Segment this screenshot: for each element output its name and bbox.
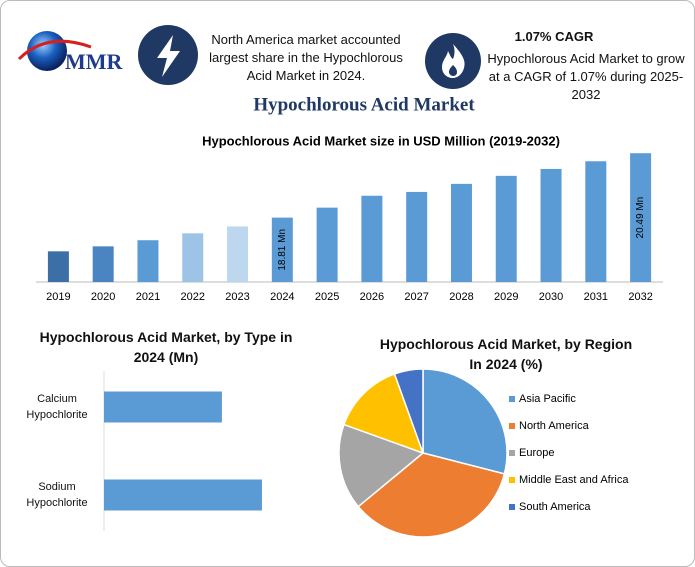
x-tick-label: 2019 xyxy=(46,291,70,303)
x-tick-label: 2028 xyxy=(449,291,473,303)
bar xyxy=(227,226,249,282)
x-tick-label: 2032 xyxy=(628,291,652,303)
legend-swatch xyxy=(509,450,515,456)
fact-text: Hypochlorous Acid Market to grow at a CA… xyxy=(487,51,685,102)
legend-label: Asia Pacific xyxy=(519,393,576,405)
x-tick-label: 2025 xyxy=(315,291,339,303)
bar xyxy=(104,479,262,511)
legend-label: North America xyxy=(519,420,590,432)
x-tick-label: 2024 xyxy=(270,291,294,303)
bar xyxy=(406,191,428,282)
bar xyxy=(137,240,159,282)
legend-swatch xyxy=(509,423,515,429)
legend-swatch xyxy=(509,504,515,510)
bar xyxy=(316,207,338,282)
y-tick-label: Sodium Hypochlorite xyxy=(26,481,88,509)
x-tick-label: 2026 xyxy=(360,291,384,303)
data-label: 18.81 Mn xyxy=(277,229,288,271)
logo-swoosh xyxy=(17,39,92,61)
chart-title: Hypochlorous Acid Market, by Type in 202… xyxy=(39,329,293,365)
bar xyxy=(585,161,607,282)
logo-globe xyxy=(27,31,67,71)
chart-title: Hypochlorous Acid Market size in USD Mil… xyxy=(202,133,560,148)
x-tick-label: 2023 xyxy=(225,291,249,303)
legend-label: Europe xyxy=(519,447,554,459)
pie-slice xyxy=(422,368,508,475)
fact-text: North America market accounted largest s… xyxy=(209,32,403,83)
bar xyxy=(92,246,114,282)
legend-label: Middle East and Africa xyxy=(519,474,629,486)
legend-label: South America xyxy=(519,501,591,513)
icon-flame xyxy=(442,44,465,78)
pie-slice xyxy=(343,373,425,455)
bar xyxy=(630,153,652,282)
y-tick-label: Calcium Hypochlorite xyxy=(26,393,88,421)
x-tick-label: 2031 xyxy=(584,291,608,303)
legend-swatch xyxy=(509,477,515,483)
pie-slice xyxy=(338,423,425,508)
icon-bolt xyxy=(157,35,180,77)
main-title: Hypochlorous Acid Market xyxy=(253,94,475,115)
x-tick-label: 2027 xyxy=(404,291,428,303)
pie-slice xyxy=(357,452,506,538)
bar xyxy=(361,195,383,282)
pie-slice xyxy=(393,368,424,454)
legend-swatch xyxy=(509,396,515,402)
data-label: 20.49 Mn xyxy=(635,197,646,239)
x-tick-label: 2020 xyxy=(91,291,115,303)
bar xyxy=(495,175,517,282)
x-tick-label: 2030 xyxy=(539,291,563,303)
bar xyxy=(182,233,204,282)
bar xyxy=(104,391,222,423)
bar xyxy=(450,183,472,282)
fact-title: 1.07% CAGR xyxy=(514,29,594,44)
logo-text: MMR xyxy=(65,49,124,74)
bar xyxy=(540,168,562,282)
bar xyxy=(271,217,293,282)
x-tick-label: 2022 xyxy=(181,291,205,303)
chart-title: Hypochlorous Acid Market, by Region In 2… xyxy=(379,336,633,372)
x-tick-label: 2029 xyxy=(494,291,518,303)
x-tick-label: 2021 xyxy=(136,291,160,303)
bar xyxy=(47,251,69,282)
